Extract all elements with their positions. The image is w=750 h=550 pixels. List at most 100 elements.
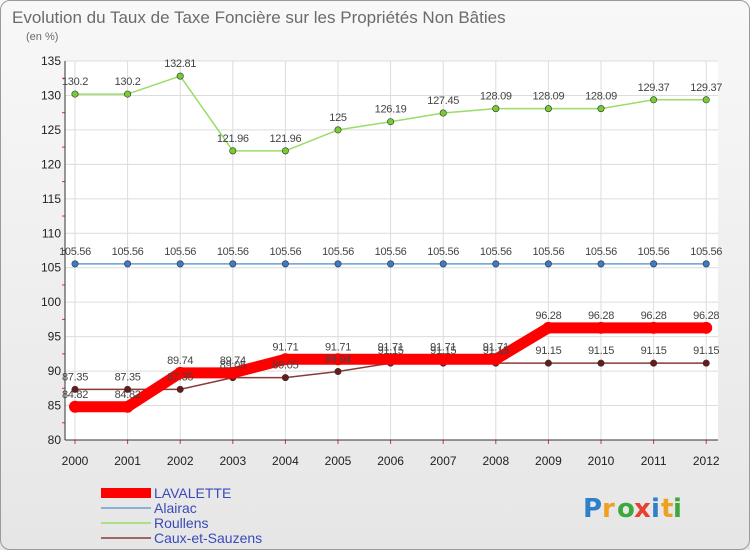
x-tick-label: 2008 xyxy=(482,454,509,468)
logo-letter: x xyxy=(634,494,651,524)
logo-letter: P xyxy=(583,494,602,524)
data-point xyxy=(71,385,79,393)
data-label: 96.28 xyxy=(588,310,614,322)
data-point xyxy=(71,90,79,98)
data-label: 105.56 xyxy=(112,246,144,258)
data-label: 105.56 xyxy=(217,246,249,258)
data-point xyxy=(334,368,342,376)
data-point xyxy=(387,118,395,126)
data-label: 89.05 xyxy=(220,360,246,372)
data-point xyxy=(702,96,710,104)
data-label: 91.71 xyxy=(272,341,298,353)
data-label: 128.09 xyxy=(480,91,512,103)
y-tick-label: 90 xyxy=(48,364,62,378)
data-label: 128.09 xyxy=(585,91,617,103)
data-label: 91.15 xyxy=(693,345,719,357)
data-point xyxy=(650,260,658,268)
data-point xyxy=(544,359,552,367)
data-label: 84.82 xyxy=(115,389,141,401)
x-tick-label: 2004 xyxy=(272,454,299,468)
data-label: 91.15 xyxy=(588,345,614,357)
data-point xyxy=(384,353,397,366)
data-point xyxy=(332,353,344,366)
data-label: 91.15 xyxy=(535,345,561,357)
data-label: 91.15 xyxy=(378,345,404,357)
y-tick-label: 85 xyxy=(48,399,62,413)
data-label: 132.81 xyxy=(164,58,196,70)
data-label: 105.56 xyxy=(690,246,722,258)
y-tick-label: 120 xyxy=(41,157,61,171)
data-point xyxy=(647,321,660,334)
data-point xyxy=(71,260,79,268)
data-label: 128.09 xyxy=(532,91,564,103)
data-point xyxy=(281,374,289,382)
x-tick-label: 2011 xyxy=(641,454,667,468)
x-tick-label: 2010 xyxy=(588,454,615,468)
data-point xyxy=(334,260,342,268)
data-label: 129.37 xyxy=(638,82,670,94)
data-point xyxy=(174,366,187,379)
data-point xyxy=(69,400,81,413)
x-tick-label: 2003 xyxy=(219,454,246,468)
x-tick-label: 2012 xyxy=(693,454,720,468)
legend-entry: Alairac xyxy=(154,500,197,516)
data-label: 89.74 xyxy=(167,355,193,367)
x-tick-label: 2006 xyxy=(377,454,404,468)
data-point xyxy=(229,260,237,268)
data-label: 125 xyxy=(329,112,347,124)
data-label: 96.28 xyxy=(641,310,667,322)
data-point xyxy=(334,126,342,134)
data-label: 130.2 xyxy=(115,76,141,88)
data-point xyxy=(544,260,552,268)
data-label: 87.35 xyxy=(62,371,88,383)
data-point xyxy=(176,260,184,268)
data-point xyxy=(229,147,237,155)
data-label: 121.96 xyxy=(217,133,249,145)
logo-letter: r xyxy=(602,494,615,524)
y-tick-label: 135 xyxy=(41,54,61,68)
data-point xyxy=(700,321,713,334)
data-label: 105.56 xyxy=(375,246,407,258)
data-label: 91.71 xyxy=(430,341,456,353)
data-point xyxy=(492,260,500,268)
data-label: 105.56 xyxy=(164,246,196,258)
data-label: 129.37 xyxy=(690,82,722,94)
y-tick-label: 80 xyxy=(48,433,62,447)
data-label: 91.71 xyxy=(483,341,509,353)
legend-entry: Caux-et-Sauzens xyxy=(154,530,262,546)
data-point xyxy=(542,321,555,334)
y-tick-label: 115 xyxy=(42,192,61,206)
data-label: 127.45 xyxy=(427,95,459,107)
x-tick-label: 2001 xyxy=(114,454,141,468)
data-label: 105.56 xyxy=(585,246,617,258)
data-label: 105.56 xyxy=(532,246,564,258)
data-label: 96.28 xyxy=(535,310,561,322)
data-label: 105.56 xyxy=(480,246,512,258)
data-label: 126.19 xyxy=(375,104,407,116)
data-point xyxy=(281,147,289,155)
chart-subtitle: (en %) xyxy=(26,31,58,43)
data-label: 121.96 xyxy=(269,133,301,145)
data-label: 91.71 xyxy=(378,341,404,353)
y-tick-label: 130 xyxy=(41,88,61,102)
logo-letter: i xyxy=(673,494,682,524)
data-point xyxy=(597,105,605,113)
x-tick-label: 2002 xyxy=(167,454,194,468)
data-point xyxy=(489,353,502,366)
data-point xyxy=(124,90,132,98)
data-label: 87.35 xyxy=(167,371,193,383)
data-label: 89.94 xyxy=(325,354,351,366)
data-point xyxy=(124,260,132,268)
logo-letter: i xyxy=(651,494,660,524)
data-labels: 87.35 87.35 87.35 89.05 89.05 89.94 91.15 91.15… xyxy=(59,58,723,401)
data-point xyxy=(597,359,605,367)
axes: 80 85 90 95 100 105 110 115 120 125 130 135 2000 2001… xyxy=(41,54,720,468)
data-label: 91.15 xyxy=(430,345,456,357)
data-point xyxy=(702,260,710,268)
data-label: 89.74 xyxy=(220,355,246,367)
data-point xyxy=(492,105,500,113)
data-point xyxy=(439,109,447,117)
